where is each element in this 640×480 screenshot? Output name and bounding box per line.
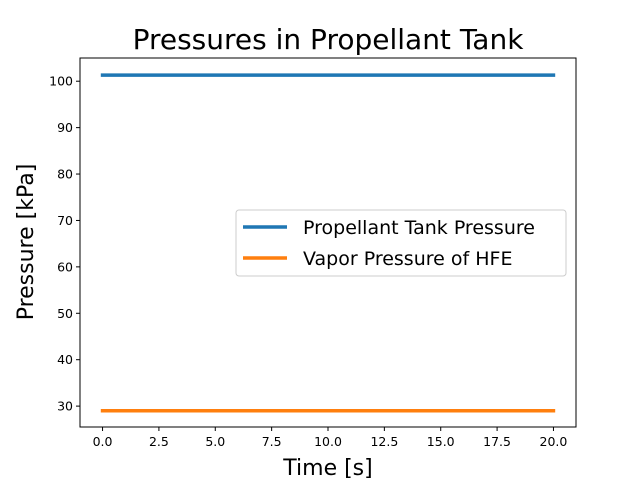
y-tick-label: 50 xyxy=(57,306,73,321)
x-tick-label: 7.5 xyxy=(262,434,282,449)
x-tick-label: 15.0 xyxy=(427,434,455,449)
legend-box xyxy=(235,209,567,277)
legend-label-0: Propellant Tank Pressure xyxy=(303,217,535,239)
x-tick-label: 10.0 xyxy=(314,434,342,449)
x-axis-label: Time [s] xyxy=(282,456,372,480)
x-tick-label: 20.0 xyxy=(540,434,568,449)
x-tick-label: 12.5 xyxy=(370,434,398,449)
y-tick-label: 90 xyxy=(57,120,73,135)
y-tick-label: 70 xyxy=(57,213,73,228)
y-axis-label: Pressure [kPa] xyxy=(14,164,39,321)
x-axis: 0.0 2.5 5.0 7.5 10.0 12.5 15.0 17.5 20.0 xyxy=(93,427,568,449)
legend: Propellant Tank Pressure Vapor Pressure o… xyxy=(235,209,567,277)
x-tick-label: 17.5 xyxy=(483,434,511,449)
y-tick-label: 30 xyxy=(57,399,73,414)
y-tick-label: 100 xyxy=(49,74,73,89)
y-tick-label: 60 xyxy=(57,259,73,274)
chart-title: Pressures in Propellant Tank xyxy=(133,23,525,56)
x-tick-label: 2.5 xyxy=(149,434,169,449)
y-tick-label: 40 xyxy=(57,352,73,367)
x-tick-label: 0.0 xyxy=(93,434,113,449)
legend-label-1: Vapor Pressure of HFE xyxy=(303,248,512,270)
plot-area xyxy=(100,73,556,413)
x-tick-label: 5.0 xyxy=(205,434,225,449)
y-tick-label: 80 xyxy=(57,167,73,182)
y-axis: 30 40 50 60 70 80 90 100 xyxy=(49,74,80,414)
